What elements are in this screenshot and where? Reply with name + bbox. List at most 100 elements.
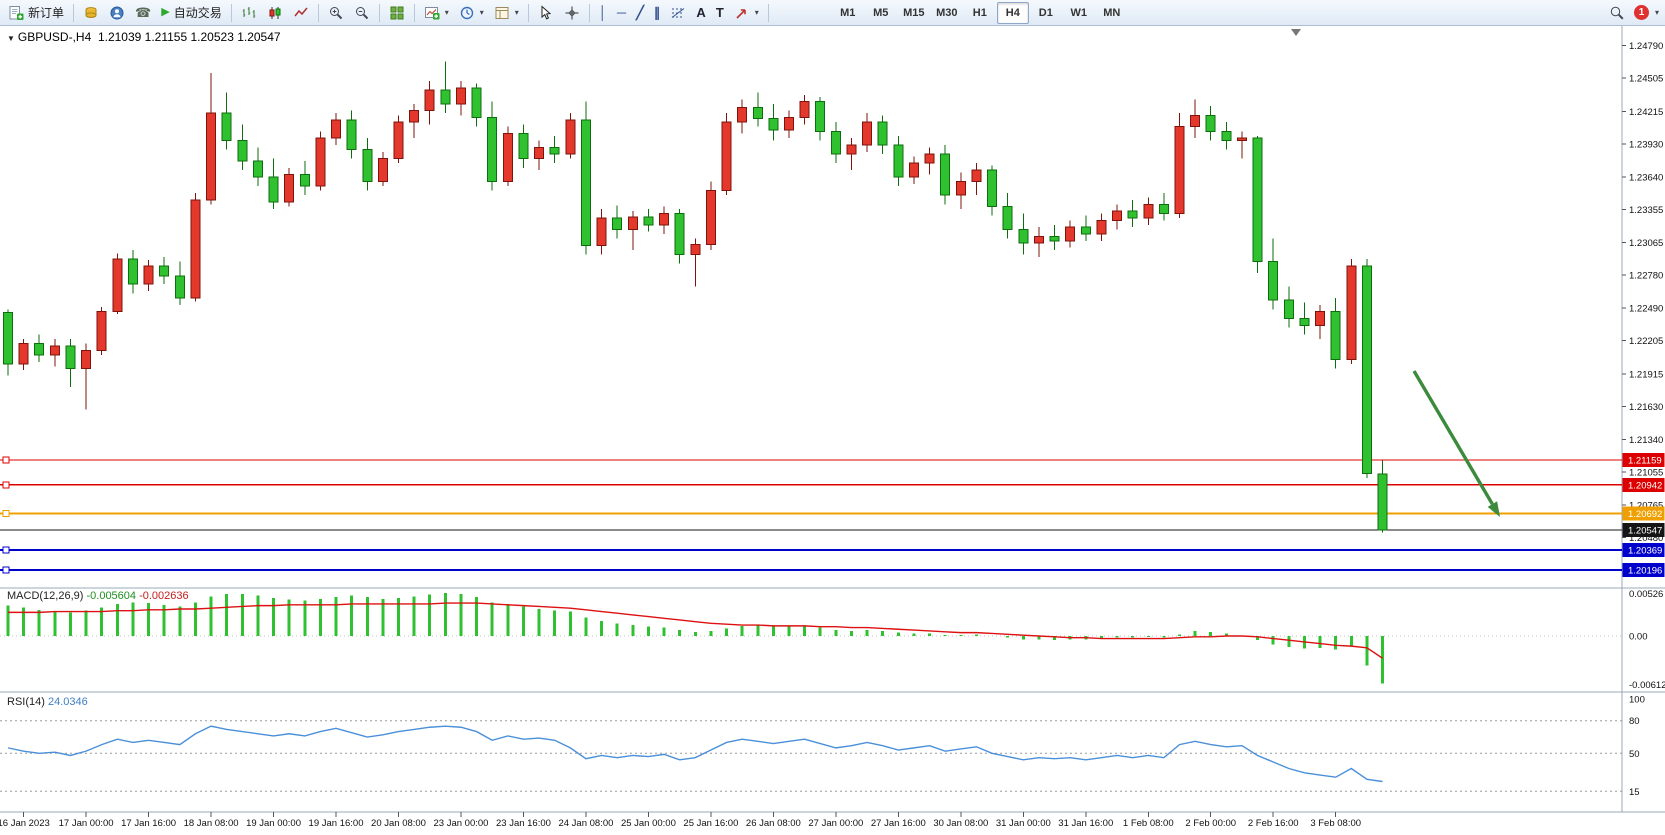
svg-text:2 Feb 16:00: 2 Feb 16:00: [1248, 818, 1299, 829]
macd-main-value: -0.005604: [86, 590, 137, 602]
svg-text:1.24505: 1.24505: [1629, 74, 1663, 85]
bar-chart-button[interactable]: [237, 2, 261, 24]
chart-shift-marker-icon[interactable]: [1291, 29, 1301, 36]
cursor-button[interactable]: [534, 2, 558, 24]
svg-text:16 Jan 2023: 16 Jan 2023: [0, 818, 50, 829]
horizontal-line-button[interactable]: ─: [613, 2, 630, 24]
svg-text:18 Jan 08:00: 18 Jan 08:00: [184, 818, 239, 829]
price-axis[interactable]: 1.24790 1.24505 1.24215 1.23930 1.23640 1.233…: [1622, 41, 1663, 544]
indicator-level-lines: [0, 635, 1622, 792]
new-chart-button[interactable]: ▾: [420, 2, 453, 24]
market-watch-button[interactable]: [79, 2, 103, 24]
toolbar-separator: [767, 3, 769, 22]
chart-ohlc-values: 1.21039 1.21155 1.20523 1.20547: [97, 30, 281, 44]
svg-text:1.24215: 1.24215: [1629, 107, 1663, 118]
svg-text:24 Jan 08:00: 24 Jan 08:00: [558, 818, 613, 829]
label-tool-button[interactable]: T: [712, 2, 728, 24]
search-button[interactable]: [1605, 2, 1629, 24]
candlestick-chart-button[interactable]: [263, 2, 287, 24]
crosshair-icon: [565, 6, 579, 19]
clock-button[interactable]: ▾: [455, 2, 488, 24]
zoom-in-button[interactable]: [324, 2, 348, 24]
crosshair-button[interactable]: [560, 2, 584, 24]
line-handle[interactable]: [2, 546, 10, 554]
line-handle[interactable]: [2, 456, 10, 464]
timeframe-button-M1[interactable]: M1: [840, 6, 856, 19]
navigator-button[interactable]: [105, 2, 129, 24]
timeframe-button-W1[interactable]: W1: [1070, 6, 1088, 19]
macd-name: MACD(12,26,9): [7, 590, 84, 602]
templates-icon: [495, 6, 509, 19]
chevron-down-icon: ▾: [444, 8, 449, 17]
svg-text:1.23355: 1.23355: [1629, 205, 1663, 216]
zoom-out-button[interactable]: [350, 2, 374, 24]
timeframe-button-M30[interactable]: M30: [936, 6, 958, 19]
timeframe-button-MN[interactable]: MN: [1103, 6, 1121, 19]
toolbar-separator: [73, 3, 75, 22]
auto-trading-button[interactable]: ▶ 自动交易: [157, 2, 225, 24]
line-handle[interactable]: [2, 481, 10, 489]
svg-text:3 Feb 08:00: 3 Feb 08:00: [1310, 818, 1361, 829]
tile-windows-button[interactable]: [385, 2, 409, 24]
svg-text:31 Jan 00:00: 31 Jan 00:00: [996, 818, 1051, 829]
vertical-line-button[interactable]: │: [595, 2, 611, 24]
new-order-label: 新订单: [28, 6, 65, 20]
templates-button[interactable]: ▾: [490, 2, 523, 24]
chevron-down-icon: ▾: [754, 8, 759, 17]
chevron-down-icon[interactable]: ▾: [1654, 8, 1659, 17]
market-watch-icon: [85, 6, 97, 18]
vertical-line-icon: │: [598, 5, 607, 20]
rsi-name: RSI(14): [7, 696, 45, 708]
timeframe-button-M5[interactable]: M5: [873, 6, 889, 19]
fibonacci-button[interactable]: [666, 2, 690, 24]
svg-text:1.21159: 1.21159: [1628, 456, 1662, 467]
play-icon: ▶: [161, 6, 170, 18]
line-chart-button[interactable]: [289, 2, 313, 24]
timeframe-button-D1[interactable]: D1: [1038, 6, 1053, 19]
channel-button[interactable]: ∥: [650, 2, 665, 24]
svg-text:1.20196: 1.20196: [1628, 565, 1662, 576]
timeframe-toolbar: M1 M5 M15 M30 H1 H4 D1 W1 MN: [832, 1, 1128, 24]
chart-symbol-period: GBPUSD-,H4: [17, 30, 92, 44]
collapse-indicator-icon[interactable]: ▼: [7, 34, 15, 43]
new-order-button[interactable]: 新订单: [4, 2, 68, 24]
chart-canvas[interactable]: 1.24790 1.24505 1.24215 1.23930 1.23640 1.233…: [0, 26, 1665, 835]
auto-trading-label: 自动交易: [173, 6, 222, 20]
terminal-button[interactable]: ☎: [131, 2, 155, 24]
svg-text:1.20942: 1.20942: [1628, 480, 1662, 491]
chart-window[interactable]: 1.24790 1.24505 1.24215 1.23930 1.23640 1.233…: [0, 26, 1665, 835]
new-chart-icon: [424, 6, 440, 19]
svg-text:1 Feb 08:00: 1 Feb 08:00: [1123, 818, 1174, 829]
chevron-down-icon: ▾: [514, 8, 519, 17]
trendline-button[interactable]: ╱: [632, 2, 648, 24]
svg-text:23 Jan 16:00: 23 Jan 16:00: [496, 818, 551, 829]
svg-text:31 Jan 16:00: 31 Jan 16:00: [1058, 818, 1113, 829]
svg-text:26 Jan 08:00: 26 Jan 08:00: [746, 818, 801, 829]
candlestick-series: [3, 61, 1388, 533]
timeframe-button-H1[interactable]: H1: [972, 6, 987, 19]
channel-icon: ∥: [653, 4, 661, 20]
line-handle[interactable]: [2, 509, 10, 517]
terminal-icon: ☎: [135, 5, 152, 20]
timeframe-button-H4[interactable]: H4: [996, 1, 1029, 24]
rsi-value: 24.0346: [47, 696, 88, 708]
line-chart-icon: [294, 7, 308, 16]
svg-text:2 Feb 00:00: 2 Feb 00:00: [1185, 818, 1236, 829]
rsi-line: [7, 725, 1383, 783]
zoom-out-icon: [355, 6, 368, 19]
time-axis[interactable]: 16 Jan 2023 17 Jan 00:00 17 Jan 16:00 18 Ja…: [0, 812, 1361, 829]
line-handle[interactable]: [2, 566, 10, 574]
svg-text:1.22490: 1.22490: [1629, 304, 1663, 315]
text-tool-button[interactable]: A: [692, 2, 709, 24]
notification-badge[interactable]: 1: [1633, 5, 1649, 20]
timeframe-button-M15[interactable]: M15: [903, 6, 925, 19]
rsi-axis[interactable]: 100 80 50 15: [1629, 695, 1645, 798]
arrows-tool-button[interactable]: ▾: [730, 2, 763, 24]
svg-text:1.20369: 1.20369: [1628, 546, 1662, 557]
chart-header: ▼ GBPUSD-,H4 1.21039 1.21155 1.20523 1.20…: [7, 30, 281, 44]
navigator-icon: [110, 6, 124, 19]
zoom-in-icon: [329, 6, 342, 19]
trend-arrow-annotation[interactable]: [1412, 370, 1494, 505]
